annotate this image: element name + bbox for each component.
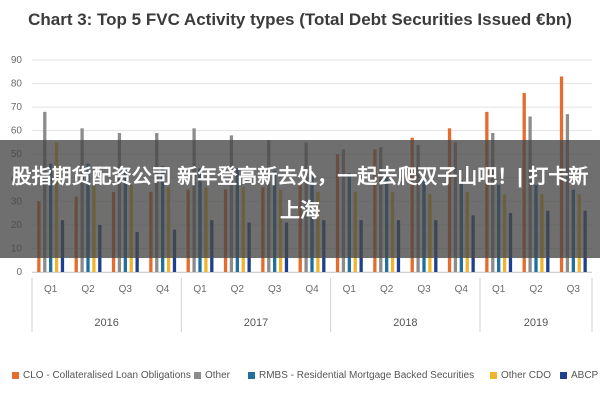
x-tick-label: Q2	[81, 284, 95, 295]
y-tick-label: 0	[16, 267, 22, 278]
x-tick-label: Q3	[268, 284, 282, 295]
y-tick-label: 60	[11, 126, 23, 137]
x-tick-label: Q2	[380, 284, 394, 295]
legend-label: ABCP	[571, 370, 599, 381]
legend-label: CLO - Collateralised Loan Obligations	[23, 370, 191, 381]
x-tick-label: Q4	[455, 284, 469, 295]
legend-swatch	[560, 371, 567, 379]
year-label: 2018	[393, 317, 417, 329]
legend-label: RMBS - Residential Mortgage Backed Secur…	[259, 370, 475, 381]
x-tick-label: Q3	[119, 284, 133, 295]
x-tick-label: Q1	[193, 284, 207, 295]
legend-swatch	[194, 371, 201, 379]
year-labels: 2016 2017 2018 2019	[31, 278, 593, 332]
chart-legend: CLO - Collateralised Loan Obligations Oth…	[12, 370, 598, 388]
y-tick-label: 70	[11, 102, 23, 113]
x-tick-label: Q1	[492, 284, 506, 295]
legend-label: Other CDO	[501, 370, 552, 381]
legend-item: CLO - Collateralised Loan Obligations	[12, 370, 191, 381]
y-tick-label: 80	[11, 79, 23, 90]
legend-swatch	[248, 371, 255, 379]
x-tick-label: Q3	[567, 284, 581, 295]
x-tick-label: Q4	[305, 284, 319, 295]
legend-label: Other	[205, 370, 231, 381]
legend-item: ABCP	[560, 370, 598, 381]
x-axis-ticks: Q1 Q2 Q3 Q4 Q1 Q2 Q3 Q4 Q1 Q2 Q3 Q4 Q1 Q2 Q3	[32, 272, 592, 295]
x-tick-label: Q1	[343, 284, 357, 295]
year-label: 2016	[94, 317, 118, 329]
promo-overlay-text[interactable]: 股指期货配资公司 新年登高新去处，一起去爬双子山吧！| 打卡新上海	[11, 166, 589, 222]
chart-title: Chart 3: Top 5 FVC Activity types (Total…	[28, 10, 572, 29]
legend-swatch	[490, 371, 497, 379]
legend-swatch	[12, 371, 19, 379]
y-tick-label: 90	[11, 55, 23, 66]
legend-item: Other CDO	[490, 370, 551, 381]
legend-item: Other	[194, 370, 230, 381]
x-tick-label: Q2	[529, 284, 543, 295]
year-label: 2019	[524, 317, 548, 329]
x-tick-label: Q2	[231, 284, 245, 295]
x-tick-label: Q3	[417, 284, 431, 295]
promo-overlay-banner[interactable]	[0, 140, 600, 258]
x-tick-label: Q1	[44, 284, 58, 295]
legend-item: RMBS - Residential Mortgage Backed Secur…	[248, 370, 474, 381]
year-label: 2017	[244, 317, 268, 329]
x-tick-label: Q4	[156, 284, 170, 295]
